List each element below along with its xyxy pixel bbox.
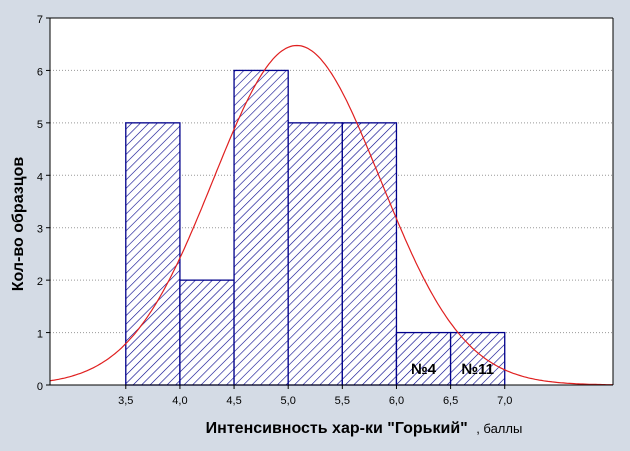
x-tick-label: 4,0	[172, 395, 187, 407]
normal-curve-line	[49, 44, 613, 386]
x-axis-label: Интенсивность хар-ки "Горький"	[206, 420, 468, 437]
bar-annotations: №4 №11	[411, 361, 494, 378]
histogram-bar	[233, 69, 289, 386]
x-tick-label: 5,5	[335, 395, 350, 407]
y-tick-label: 7	[37, 14, 43, 26]
x-tick-label: 4,5	[226, 395, 241, 407]
x-axis-title: Интенсивность хар-ки "Горький" , баллы	[206, 420, 523, 437]
histogram-bar	[179, 279, 235, 386]
y-tick-label: 1	[37, 329, 43, 341]
x-axis-unit: , баллы	[476, 421, 522, 436]
x-tick-label: 7,0	[497, 395, 512, 407]
y-tick-label: 6	[37, 66, 43, 78]
y-tick-label: 3	[37, 224, 43, 236]
y-tick-label: 5	[37, 119, 43, 131]
x-tick-label: 5,0	[281, 395, 296, 407]
histogram-bar	[125, 122, 181, 386]
histogram-bar	[341, 122, 398, 386]
normal-curve	[49, 44, 613, 386]
y-tick-label: 4	[37, 171, 43, 183]
y-axis-title: Кол-во образцов	[10, 157, 27, 292]
bar-annotation: №4	[411, 361, 437, 378]
y-tick-label: 2	[37, 276, 43, 288]
histogram-bar	[287, 122, 343, 386]
bar-annotation: №11	[461, 361, 494, 378]
x-tick-label: 6,5	[443, 395, 458, 407]
histogram-bar	[449, 331, 506, 386]
axes	[49, 17, 614, 386]
x-tick-label: 3,5	[118, 395, 133, 407]
x-tick-label: 6,0	[389, 395, 404, 407]
histogram-bars	[125, 69, 506, 386]
y-tick-label: 0	[37, 381, 43, 393]
tick-labels: 0 1 2 3 4 5 6 7 3,5 4,0 4,5 5,0 5,5 6,0 6,5 7,0	[37, 14, 513, 407]
